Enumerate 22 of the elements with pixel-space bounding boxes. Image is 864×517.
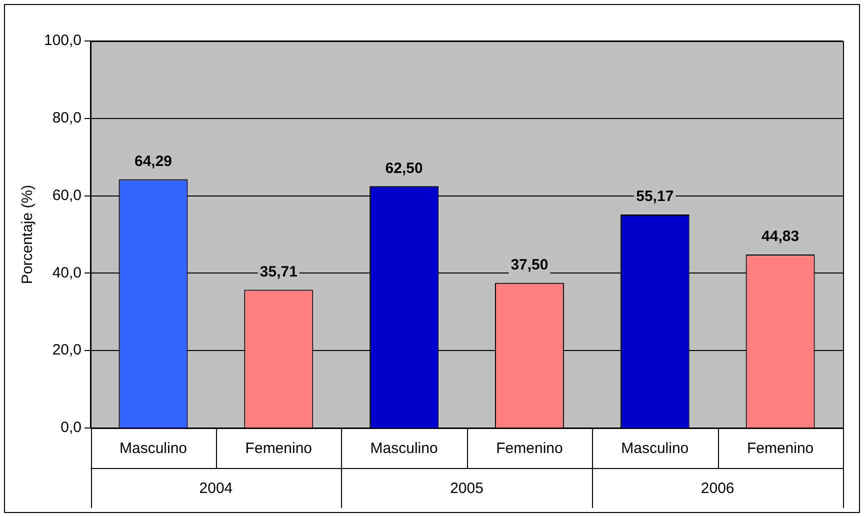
x-tick-label: Femenino <box>496 440 563 458</box>
data-label: 64,29 <box>134 152 172 170</box>
data-label: 37,50 <box>510 256 548 274</box>
text: 2004 <box>199 480 233 498</box>
text: 2006 <box>700 480 734 498</box>
data-label: 44,83 <box>762 228 800 246</box>
y-axis-title: Porcentaje (%) <box>19 184 36 284</box>
x-tick-label: Masculino <box>119 440 188 458</box>
x-tick-label: Masculino <box>621 440 689 458</box>
x-tick-label: Femenino <box>746 440 814 458</box>
text: 2005 <box>450 480 484 498</box>
data-label: 62,50 <box>385 160 423 177</box>
y-tick-label: 40,0 <box>52 264 82 282</box>
y-tick-label: 0,0 <box>60 419 82 436</box>
x-tick-label: Masculino <box>370 440 438 458</box>
y-tick-label: 100,0 <box>44 32 82 50</box>
data-label: 35,71 <box>260 263 298 280</box>
y-tick-label: 60,0 <box>52 186 82 204</box>
x-tick-label: Femenino <box>245 440 312 458</box>
y-tick-label: 80,0 <box>52 110 82 127</box>
data-label: 55,17 <box>636 188 674 206</box>
y-tick-label: 20,0 <box>52 342 82 359</box>
